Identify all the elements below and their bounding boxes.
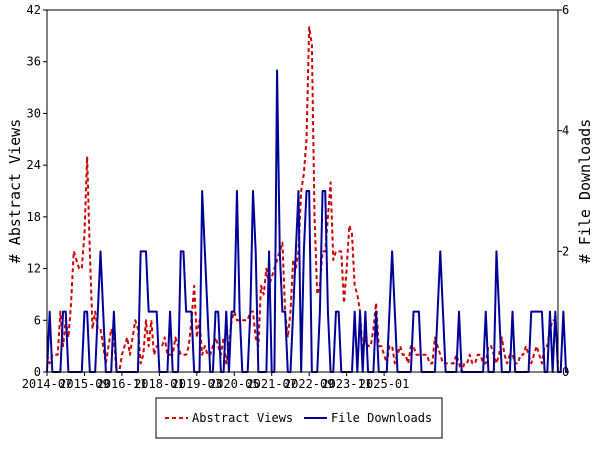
x-tick-label: 2016-11 [97,377,148,391]
x-tick-label: 2022-09 [284,377,335,391]
y-right-tick-label: 2 [562,244,569,258]
x-tick-label: 2023-11 [321,377,372,391]
legend-label-abstract-views: Abstract Views [192,411,293,425]
legend-box [155,397,443,439]
plot-frame [46,9,559,373]
y-left-tick-label: 12 [27,262,41,276]
y-left-tick-label: 42 [27,3,41,17]
y-right-axis-title: # File Downloads [576,119,594,264]
y-right-tick-label: 4 [562,124,569,138]
series-abstract-views-line [46,26,559,373]
legend: Abstract Views File Downloads [155,397,443,439]
y-right-tick-label: 6 [562,3,569,17]
x-tick-label: 2020-05 [209,377,260,391]
y-left-tick-label: 36 [27,55,41,69]
x-tick-label: 2018-01 [134,377,185,391]
x-tick-label: 2014-07 [22,377,73,391]
x-tick-label: 2021-07 [246,377,297,391]
left-axis: 0 6 12 18 24 30 36 42 [27,3,47,379]
x-tick-label: 2025-01 [359,377,410,391]
legend-label-file-downloads: File Downloads [331,411,432,425]
y-left-tick-label: 24 [27,158,41,172]
x-tick-label: 2015-09 [59,377,110,391]
y-left-tick-label: 18 [27,210,41,224]
y-left-tick-label: 0 [34,365,41,379]
y-left-axis-title: # Abstract Views [6,119,24,264]
y-left-tick-label: 30 [27,106,41,120]
right-axis: 0 2 4 6 [558,3,569,379]
y-left-tick-label: 6 [34,313,41,327]
x-tick-label: 2019-03 [172,377,223,391]
y-right-tick-label: 0 [562,365,569,379]
x-axis: 2014-072015-092016-112018-012019-032020-… [22,372,410,391]
